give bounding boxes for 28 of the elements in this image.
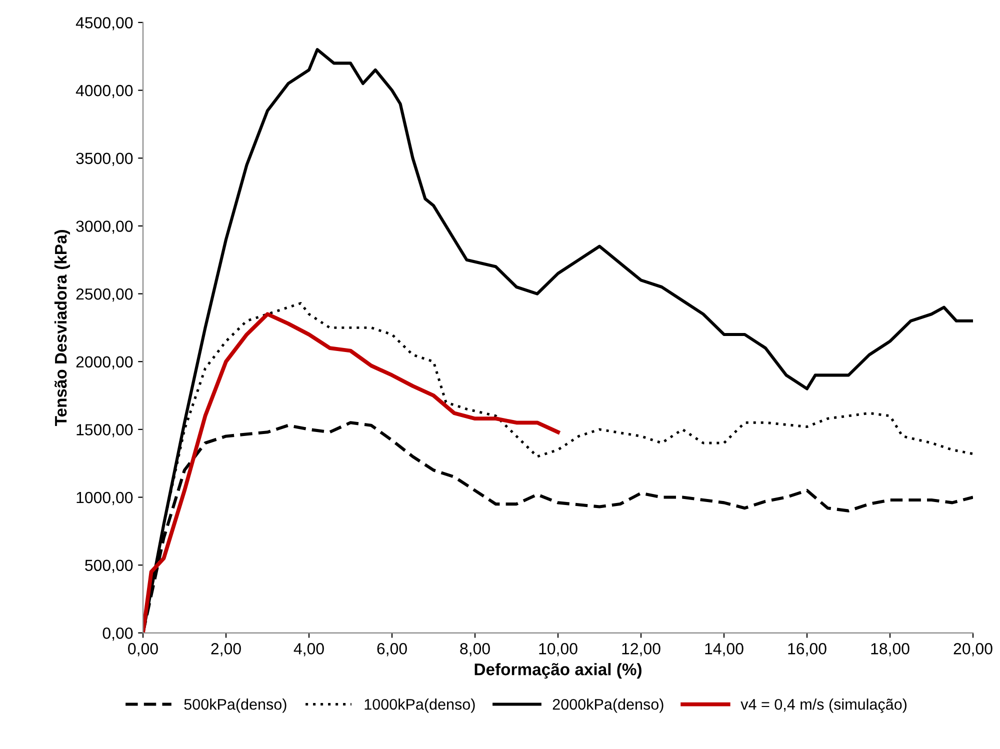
y-tick-label: 0,00 <box>102 628 133 641</box>
x-tick-label: 20,00 <box>954 643 992 656</box>
y-tick-label: 1500,00 <box>76 424 133 438</box>
y-tick-label: 3500,00 <box>76 152 133 166</box>
x-tick-label: 18,00 <box>871 643 910 656</box>
legend-label: v4 = 0,4 m/s (simulação) <box>740 698 906 713</box>
legend-label: 1000kPa(denso) <box>364 698 475 713</box>
y-tick-label: 1000,00 <box>76 492 133 506</box>
line-series <box>143 312 560 633</box>
y-tick-label: 3000,00 <box>76 220 133 234</box>
y-tick-label: 4000,00 <box>76 84 133 98</box>
x-tick-label: 0,00 <box>128 643 158 656</box>
y-tick-label: 2500,00 <box>76 288 133 302</box>
x-tick-label: 12,00 <box>622 643 660 656</box>
y-tick-label: 2000,00 <box>76 356 133 370</box>
x-axis-title: Deformação axial (%) <box>474 663 642 679</box>
y-tick-label: 4500,00 <box>76 17 133 30</box>
x-tick-label: 4,00 <box>294 643 324 656</box>
x-tick-label: 2,00 <box>211 643 241 656</box>
y-tick-label: 500,00 <box>85 560 133 573</box>
x-tick-label: 6,00 <box>377 643 407 656</box>
x-tick-label: 14,00 <box>705 643 744 656</box>
x-tick-label: 10,00 <box>539 643 578 656</box>
y-axis-title: Tensão Desviadora (kPa) <box>54 230 70 426</box>
x-tick-label: 16,00 <box>788 643 826 656</box>
x-tick-label: 8,00 <box>460 643 490 656</box>
legend-label: 500kPa(denso) <box>184 698 286 713</box>
legend-label: 2000kPa(denso) <box>552 698 664 713</box>
